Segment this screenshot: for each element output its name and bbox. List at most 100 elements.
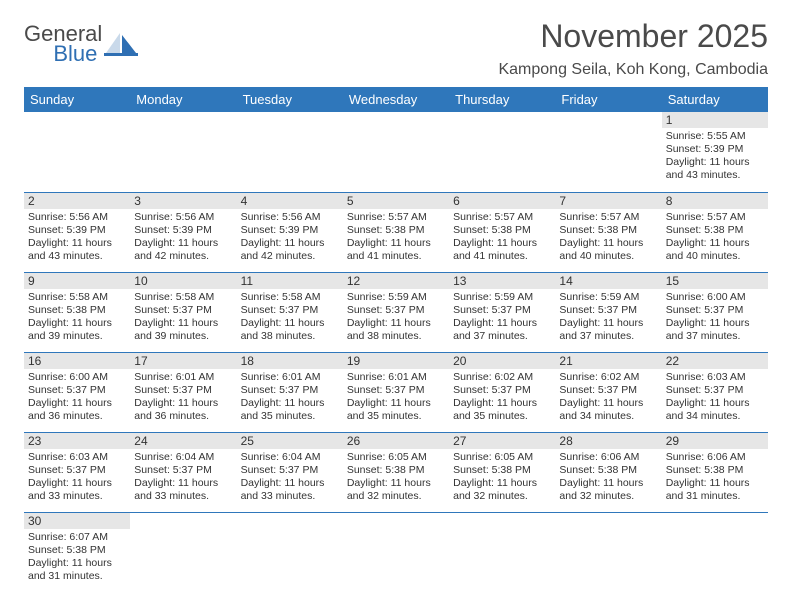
day-number	[555, 112, 661, 128]
day-body: Sunrise: 6:00 AMSunset: 5:37 PMDaylight:…	[662, 289, 768, 348]
day-cell: 26Sunrise: 6:05 AMSunset: 5:38 PMDayligh…	[343, 432, 449, 512]
week-row: 1Sunrise: 5:55 AMSunset: 5:39 PMDaylight…	[24, 112, 768, 192]
day-number: 26	[343, 433, 449, 449]
day-number: 21	[555, 353, 661, 369]
day-cell	[555, 512, 661, 592]
day-body: Sunrise: 6:01 AMSunset: 5:37 PMDaylight:…	[343, 369, 449, 428]
day-cell: 6Sunrise: 5:57 AMSunset: 5:38 PMDaylight…	[449, 192, 555, 272]
day-cell	[449, 112, 555, 192]
day-header: Thursday	[449, 87, 555, 112]
day-body: Sunrise: 6:02 AMSunset: 5:37 PMDaylight:…	[555, 369, 661, 428]
day-body: Sunrise: 5:58 AMSunset: 5:37 PMDaylight:…	[237, 289, 343, 348]
day-cell	[130, 512, 236, 592]
day-number	[343, 513, 449, 529]
day-number: 20	[449, 353, 555, 369]
day-body: Sunrise: 5:57 AMSunset: 5:38 PMDaylight:…	[555, 209, 661, 268]
day-header: Sunday	[24, 87, 130, 112]
day-cell: 14Sunrise: 5:59 AMSunset: 5:37 PMDayligh…	[555, 272, 661, 352]
logo-word-2: Blue	[53, 41, 97, 66]
day-number	[130, 112, 236, 128]
calendar-table: SundayMondayTuesdayWednesdayThursdayFrid…	[24, 87, 768, 592]
day-cell	[555, 112, 661, 192]
day-body: Sunrise: 5:58 AMSunset: 5:37 PMDaylight:…	[130, 289, 236, 348]
day-cell: 28Sunrise: 6:06 AMSunset: 5:38 PMDayligh…	[555, 432, 661, 512]
day-number: 9	[24, 273, 130, 289]
day-cell	[662, 512, 768, 592]
month-title: November 2025	[498, 18, 768, 55]
day-header: Monday	[130, 87, 236, 112]
day-body: Sunrise: 6:06 AMSunset: 5:38 PMDaylight:…	[662, 449, 768, 508]
day-number	[449, 112, 555, 128]
sail-icon	[104, 31, 138, 57]
week-row: 16Sunrise: 6:00 AMSunset: 5:37 PMDayligh…	[24, 352, 768, 432]
day-body: Sunrise: 5:59 AMSunset: 5:37 PMDaylight:…	[449, 289, 555, 348]
day-cell: 25Sunrise: 6:04 AMSunset: 5:37 PMDayligh…	[237, 432, 343, 512]
day-number: 2	[24, 193, 130, 209]
day-body: Sunrise: 6:04 AMSunset: 5:37 PMDaylight:…	[130, 449, 236, 508]
day-cell: 4Sunrise: 5:56 AMSunset: 5:39 PMDaylight…	[237, 192, 343, 272]
day-cell: 17Sunrise: 6:01 AMSunset: 5:37 PMDayligh…	[130, 352, 236, 432]
day-number: 18	[237, 353, 343, 369]
day-number: 6	[449, 193, 555, 209]
day-number: 15	[662, 273, 768, 289]
day-body: Sunrise: 6:05 AMSunset: 5:38 PMDaylight:…	[343, 449, 449, 508]
day-number	[662, 513, 768, 529]
day-body: Sunrise: 6:01 AMSunset: 5:37 PMDaylight:…	[130, 369, 236, 428]
day-cell: 1Sunrise: 5:55 AMSunset: 5:39 PMDaylight…	[662, 112, 768, 192]
day-number: 5	[343, 193, 449, 209]
day-number	[24, 112, 130, 128]
day-header: Wednesday	[343, 87, 449, 112]
logo-text: General GeBlue	[24, 24, 102, 64]
day-number: 3	[130, 193, 236, 209]
week-row: 30Sunrise: 6:07 AMSunset: 5:38 PMDayligh…	[24, 512, 768, 592]
header: General GeBlue November 2025 Kampong Sei…	[24, 18, 768, 85]
day-body: Sunrise: 5:56 AMSunset: 5:39 PMDaylight:…	[130, 209, 236, 268]
day-body: Sunrise: 5:56 AMSunset: 5:39 PMDaylight:…	[237, 209, 343, 268]
day-number: 29	[662, 433, 768, 449]
day-cell: 15Sunrise: 6:00 AMSunset: 5:37 PMDayligh…	[662, 272, 768, 352]
day-body: Sunrise: 5:57 AMSunset: 5:38 PMDaylight:…	[662, 209, 768, 268]
day-body: Sunrise: 5:59 AMSunset: 5:37 PMDaylight:…	[555, 289, 661, 348]
day-number: 4	[237, 193, 343, 209]
day-number: 30	[24, 513, 130, 529]
day-number: 28	[555, 433, 661, 449]
day-header: Tuesday	[237, 87, 343, 112]
day-number	[449, 513, 555, 529]
day-header: Saturday	[662, 87, 768, 112]
day-cell: 30Sunrise: 6:07 AMSunset: 5:38 PMDayligh…	[24, 512, 130, 592]
week-row: 23Sunrise: 6:03 AMSunset: 5:37 PMDayligh…	[24, 432, 768, 512]
day-number: 12	[343, 273, 449, 289]
day-cell	[237, 112, 343, 192]
day-number: 25	[237, 433, 343, 449]
day-cell: 10Sunrise: 5:58 AMSunset: 5:37 PMDayligh…	[130, 272, 236, 352]
day-body: Sunrise: 5:59 AMSunset: 5:37 PMDaylight:…	[343, 289, 449, 348]
day-cell: 5Sunrise: 5:57 AMSunset: 5:38 PMDaylight…	[343, 192, 449, 272]
day-number: 11	[237, 273, 343, 289]
day-number	[237, 112, 343, 128]
day-cell: 27Sunrise: 6:05 AMSunset: 5:38 PMDayligh…	[449, 432, 555, 512]
day-cell: 13Sunrise: 5:59 AMSunset: 5:37 PMDayligh…	[449, 272, 555, 352]
day-cell: 8Sunrise: 5:57 AMSunset: 5:38 PMDaylight…	[662, 192, 768, 272]
day-body: Sunrise: 5:56 AMSunset: 5:39 PMDaylight:…	[24, 209, 130, 268]
day-body: Sunrise: 6:07 AMSunset: 5:38 PMDaylight:…	[24, 529, 130, 588]
day-number	[343, 112, 449, 128]
day-body: Sunrise: 6:01 AMSunset: 5:37 PMDaylight:…	[237, 369, 343, 428]
day-body: Sunrise: 5:55 AMSunset: 5:39 PMDaylight:…	[662, 128, 768, 187]
day-cell: 16Sunrise: 6:00 AMSunset: 5:37 PMDayligh…	[24, 352, 130, 432]
day-body: Sunrise: 6:03 AMSunset: 5:37 PMDaylight:…	[24, 449, 130, 508]
day-number: 16	[24, 353, 130, 369]
day-number: 1	[662, 112, 768, 128]
day-number	[130, 513, 236, 529]
day-cell: 21Sunrise: 6:02 AMSunset: 5:37 PMDayligh…	[555, 352, 661, 432]
day-cell: 19Sunrise: 6:01 AMSunset: 5:37 PMDayligh…	[343, 352, 449, 432]
day-body: Sunrise: 6:03 AMSunset: 5:37 PMDaylight:…	[662, 369, 768, 428]
day-body: Sunrise: 6:00 AMSunset: 5:37 PMDaylight:…	[24, 369, 130, 428]
logo: General GeBlue	[24, 24, 138, 64]
week-row: 9Sunrise: 5:58 AMSunset: 5:38 PMDaylight…	[24, 272, 768, 352]
day-cell: 9Sunrise: 5:58 AMSunset: 5:38 PMDaylight…	[24, 272, 130, 352]
day-body: Sunrise: 6:06 AMSunset: 5:38 PMDaylight:…	[555, 449, 661, 508]
day-cell: 22Sunrise: 6:03 AMSunset: 5:37 PMDayligh…	[662, 352, 768, 432]
day-number: 22	[662, 353, 768, 369]
day-cell: 3Sunrise: 5:56 AMSunset: 5:39 PMDaylight…	[130, 192, 236, 272]
day-cell: 11Sunrise: 5:58 AMSunset: 5:37 PMDayligh…	[237, 272, 343, 352]
